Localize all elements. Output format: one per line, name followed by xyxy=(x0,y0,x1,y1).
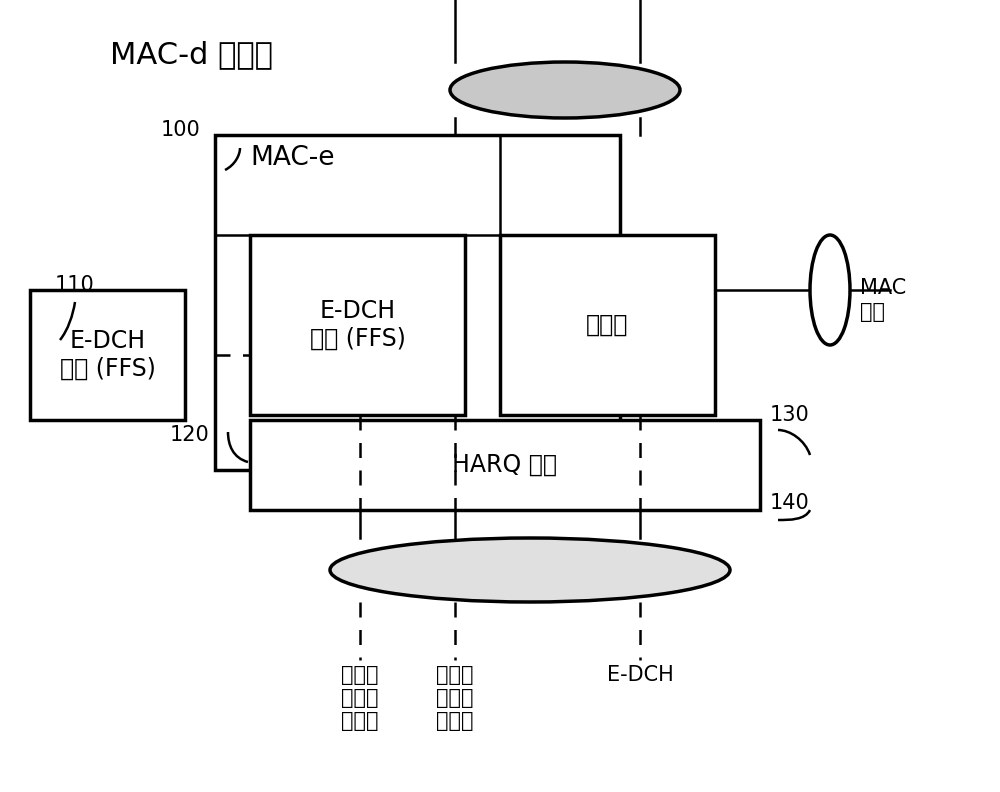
Text: 关联的
下行链
路信令: 关联的 下行链 路信令 xyxy=(436,665,474,731)
Ellipse shape xyxy=(330,538,730,602)
Text: MAC
控制: MAC 控制 xyxy=(860,279,906,322)
Bar xyxy=(215,135,620,470)
Bar xyxy=(30,290,185,420)
Text: E-DCH: E-DCH xyxy=(607,665,673,685)
Text: 解复用: 解复用 xyxy=(586,313,629,337)
Text: 120: 120 xyxy=(170,425,210,445)
Bar xyxy=(250,235,465,415)
Text: 140: 140 xyxy=(770,493,810,513)
Bar xyxy=(500,235,715,415)
Text: HARQ 实体: HARQ 实体 xyxy=(452,453,558,477)
Text: E-DCH
控制 (FFS): E-DCH 控制 (FFS) xyxy=(310,299,405,351)
Text: MAC-d 数据流: MAC-d 数据流 xyxy=(110,40,273,70)
Text: E-DCH
调度 (FFS): E-DCH 调度 (FFS) xyxy=(60,329,155,381)
Ellipse shape xyxy=(450,62,680,118)
Text: 130: 130 xyxy=(770,405,810,425)
Text: MAC-e: MAC-e xyxy=(250,145,334,171)
Text: 关联的
上行链
路信令: 关联的 上行链 路信令 xyxy=(341,665,379,731)
Ellipse shape xyxy=(810,235,850,345)
Text: 110: 110 xyxy=(55,275,95,295)
Bar xyxy=(250,420,760,510)
Text: 100: 100 xyxy=(160,120,200,140)
